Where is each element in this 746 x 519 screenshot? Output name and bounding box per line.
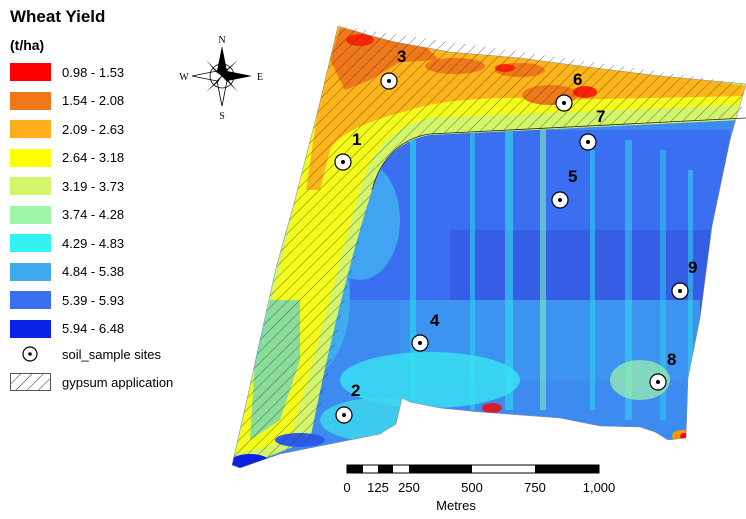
legend-class-label: 4.29 - 4.83 [62,235,125,251]
legend-sites-entry: soil_sample sites [10,345,161,363]
legend-class-6: 3.74 - 4.28 [10,205,124,225]
scale-tick-500: 500 [461,480,483,495]
legend-swatch [10,120,51,138]
site-label-1: 1 [352,130,362,149]
soil-sample-site-1 [334,153,352,171]
scale-bar-graphic [346,464,600,474]
legend-class-3: 2.09 - 2.63 [10,119,124,139]
legend-class-2: 1.54 - 2.08 [10,91,124,111]
legend-units: (t/ha) [10,37,45,53]
legend-swatch [10,234,51,252]
gypsum-application-zone [232,26,746,468]
legend-class-label: 5.39 - 5.93 [62,292,125,308]
field-outline [231,25,746,469]
scale-bar: 0 125 250 500 750 1,000 Metres [330,460,630,516]
legend-swatch [10,91,51,110]
legend-class-9: 5.39 - 5.93 [10,290,124,310]
legend-gypsum-entry: gypsum application [10,373,173,391]
soil-sample-site-5 [551,191,569,209]
legend-swatch [10,63,51,81]
site-label-6: 6 [573,70,583,89]
scale-tick-125: 125 [367,480,389,495]
legend-class-10: 5.94 - 6.48 [10,319,124,339]
site-label-2: 2 [351,381,361,400]
legend-class-8: 4.84 - 5.38 [10,262,124,282]
site-symbol-icon [22,346,38,362]
site-label-4: 4 [430,311,440,330]
north-arrow-compass: N S E W [179,35,263,120]
legend-class-label: 2.09 - 2.63 [62,121,125,137]
soil-sample-site-2 [335,406,353,424]
legend-swatch [10,262,51,281]
scale-tick-1000: 1,000 [582,480,616,495]
legend-class-label: 0.98 - 1.53 [62,64,125,80]
legend-swatch [10,291,51,309]
soil-sample-site-7 [579,133,597,151]
legend-sites-label: soil_sample sites [62,346,161,362]
site-label-7: 7 [596,107,606,126]
legend-swatch [10,319,51,338]
site-label-8: 8 [667,350,677,369]
compass-w: W [179,72,189,83]
scale-tick-750: 750 [524,480,546,495]
legend-title: Wheat Yield [10,7,106,26]
site-label-9: 9 [688,258,698,277]
legend-class-label: 2.64 - 3.18 [62,150,125,165]
soil-sample-site-4 [411,334,429,352]
compass-s: S [219,111,225,120]
legend-class-1: 0.98 - 1.53 [10,62,124,82]
legend-class-label: 4.84 - 5.38 [62,264,125,279]
site-label-3: 3 [397,47,407,66]
legend-class-7: 4.29 - 4.83 [10,233,124,253]
legend-class-label: 3.19 - 3.73 [62,178,125,194]
legend-class-label: 5.94 - 6.48 [62,321,125,336]
site-label-5: 5 [568,167,578,186]
legend-class-4: 2.64 - 3.18 [10,148,124,168]
legend-class-5: 3.19 - 3.73 [10,176,124,196]
soil-sample-site-3 [380,72,398,90]
compass-n: N [218,35,225,46]
compass-e: E [257,72,263,83]
soil-sample-site-9 [671,282,689,300]
legend-class-label: 3.74 - 4.28 [62,207,125,222]
gypsum-zone-outline [371,117,746,191]
legend-swatch [10,177,51,195]
scale-unit-label: Metres [436,498,476,513]
scale-tick-250: 250 [398,480,420,495]
scale-tick-0: 0 [343,480,351,495]
legend-swatch [10,148,51,167]
gypsum-hatch-icon [10,373,51,391]
legend-swatch [10,205,51,224]
soil-sample-site-8 [649,373,667,391]
legend-class-label: 1.54 - 2.08 [62,93,125,108]
legend-gypsum-label: gypsum application [62,374,174,390]
soil-sample-site-6 [555,94,573,112]
